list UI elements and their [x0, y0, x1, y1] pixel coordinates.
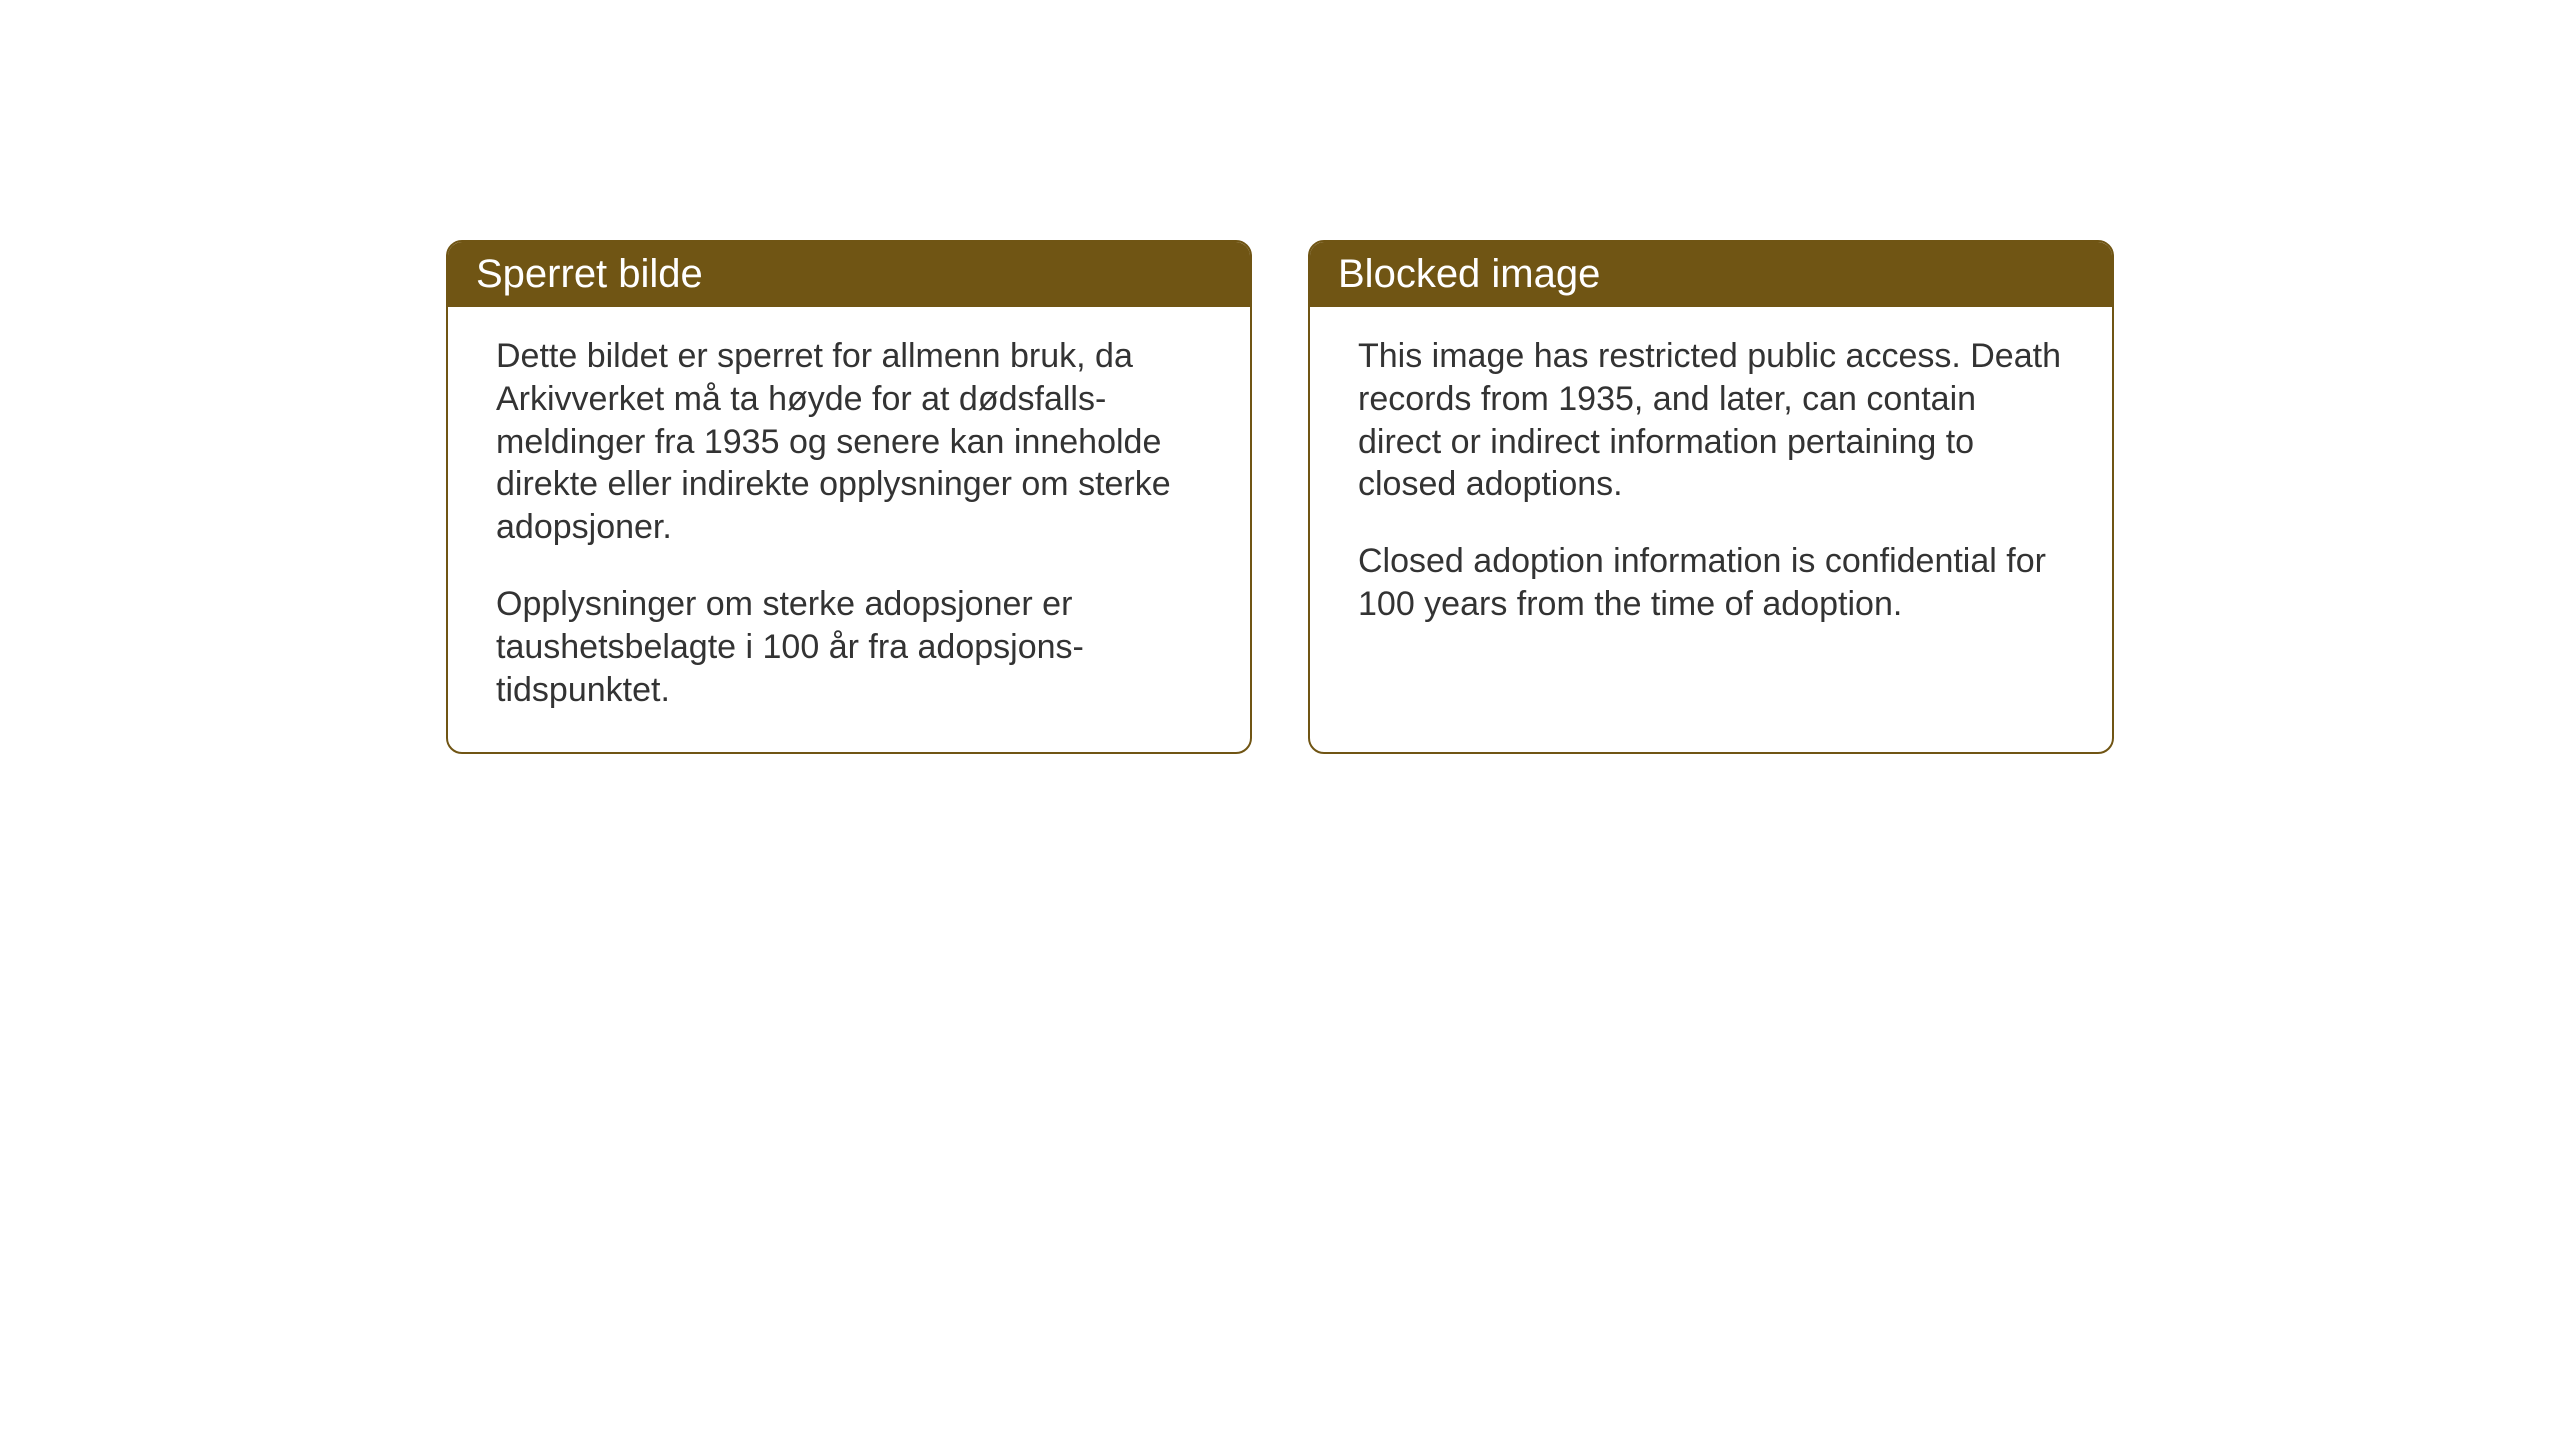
notice-container: Sperret bilde Dette bildet er sperret fo…: [446, 240, 2114, 754]
notice-header-norwegian: Sperret bilde: [448, 242, 1250, 307]
notice-paragraph: Closed adoption information is confident…: [1358, 540, 2064, 626]
notice-paragraph: Opplysninger om sterke adopsjoner er tau…: [496, 583, 1202, 711]
notice-paragraph: Dette bildet er sperret for allmenn bruk…: [496, 335, 1202, 549]
notice-card-norwegian: Sperret bilde Dette bildet er sperret fo…: [446, 240, 1252, 754]
notice-card-english: Blocked image This image has restricted …: [1308, 240, 2114, 754]
notice-body-norwegian: Dette bildet er sperret for allmenn bruk…: [448, 307, 1250, 752]
notice-paragraph: This image has restricted public access.…: [1358, 335, 2064, 506]
notice-body-english: This image has restricted public access.…: [1310, 307, 2112, 666]
notice-header-english: Blocked image: [1310, 242, 2112, 307]
